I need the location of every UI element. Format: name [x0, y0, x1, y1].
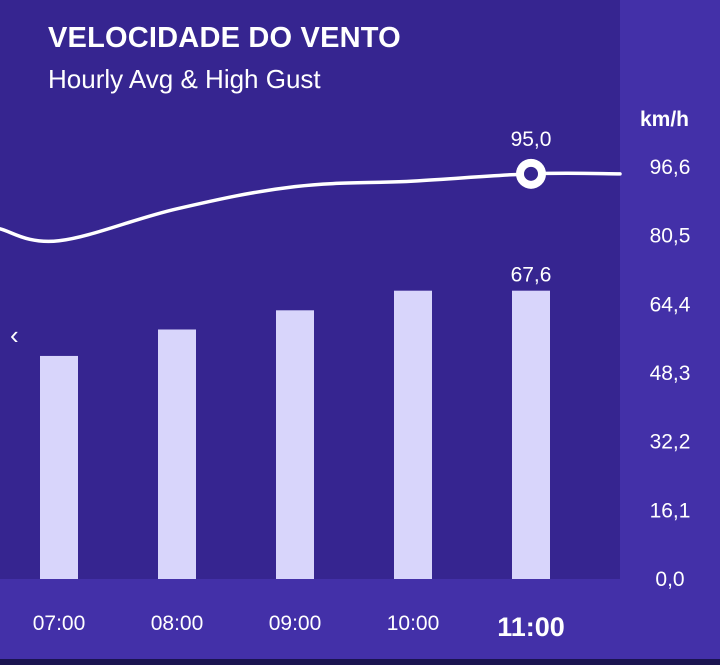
gust-value-label: 95,0: [511, 128, 552, 151]
y-tick-6: 96,6: [650, 156, 691, 179]
bottom-divider: [0, 659, 720, 665]
gust-marker-inner: [524, 166, 538, 181]
x-tick-0800[interactable]: 08:00: [151, 612, 204, 635]
gust-line-layer: [0, 158, 622, 244]
page-subtitle: Hourly Avg & High Gust: [48, 64, 321, 94]
y-ticks-layer: 0,0 16,1 32,2 48,3 64,4 80,5 96,6: [650, 156, 691, 591]
unit-label: km/h: [640, 108, 690, 131]
bars-layer: [40, 290, 550, 579]
y-tick-5: 80,5: [650, 225, 691, 248]
y-tick-3: 48,3: [650, 362, 691, 385]
bar-07:00: [40, 355, 78, 579]
x-tick-1000[interactable]: 10:00: [387, 612, 440, 635]
time-axis-panel: [0, 579, 620, 659]
labels-layer: 95,0 67,6: [511, 128, 552, 287]
bar-value-label: 67,6: [511, 264, 552, 287]
y-tick-0: 0,0: [655, 568, 684, 591]
x-ticks-layer[interactable]: 07:00 08:00 09:00 10:00 11:00: [33, 612, 565, 642]
chevron-left-icon[interactable]: ‹: [10, 320, 19, 350]
y-tick-1: 16,1: [650, 499, 691, 522]
page-title: VELOCIDADE DO VENTO: [48, 22, 401, 54]
bar-08:00: [158, 329, 196, 579]
x-tick-0700[interactable]: 07:00: [33, 612, 86, 635]
y-tick-2: 32,2: [650, 431, 691, 454]
bar-10:00: [394, 290, 432, 579]
bar-11:00: [512, 290, 550, 579]
x-tick-1100[interactable]: 11:00: [497, 612, 565, 642]
y-tick-4: 64,4: [650, 293, 691, 316]
x-tick-0900[interactable]: 09:00: [269, 612, 322, 635]
bar-09:00: [276, 310, 314, 579]
y-axis-panel: [620, 0, 720, 665]
